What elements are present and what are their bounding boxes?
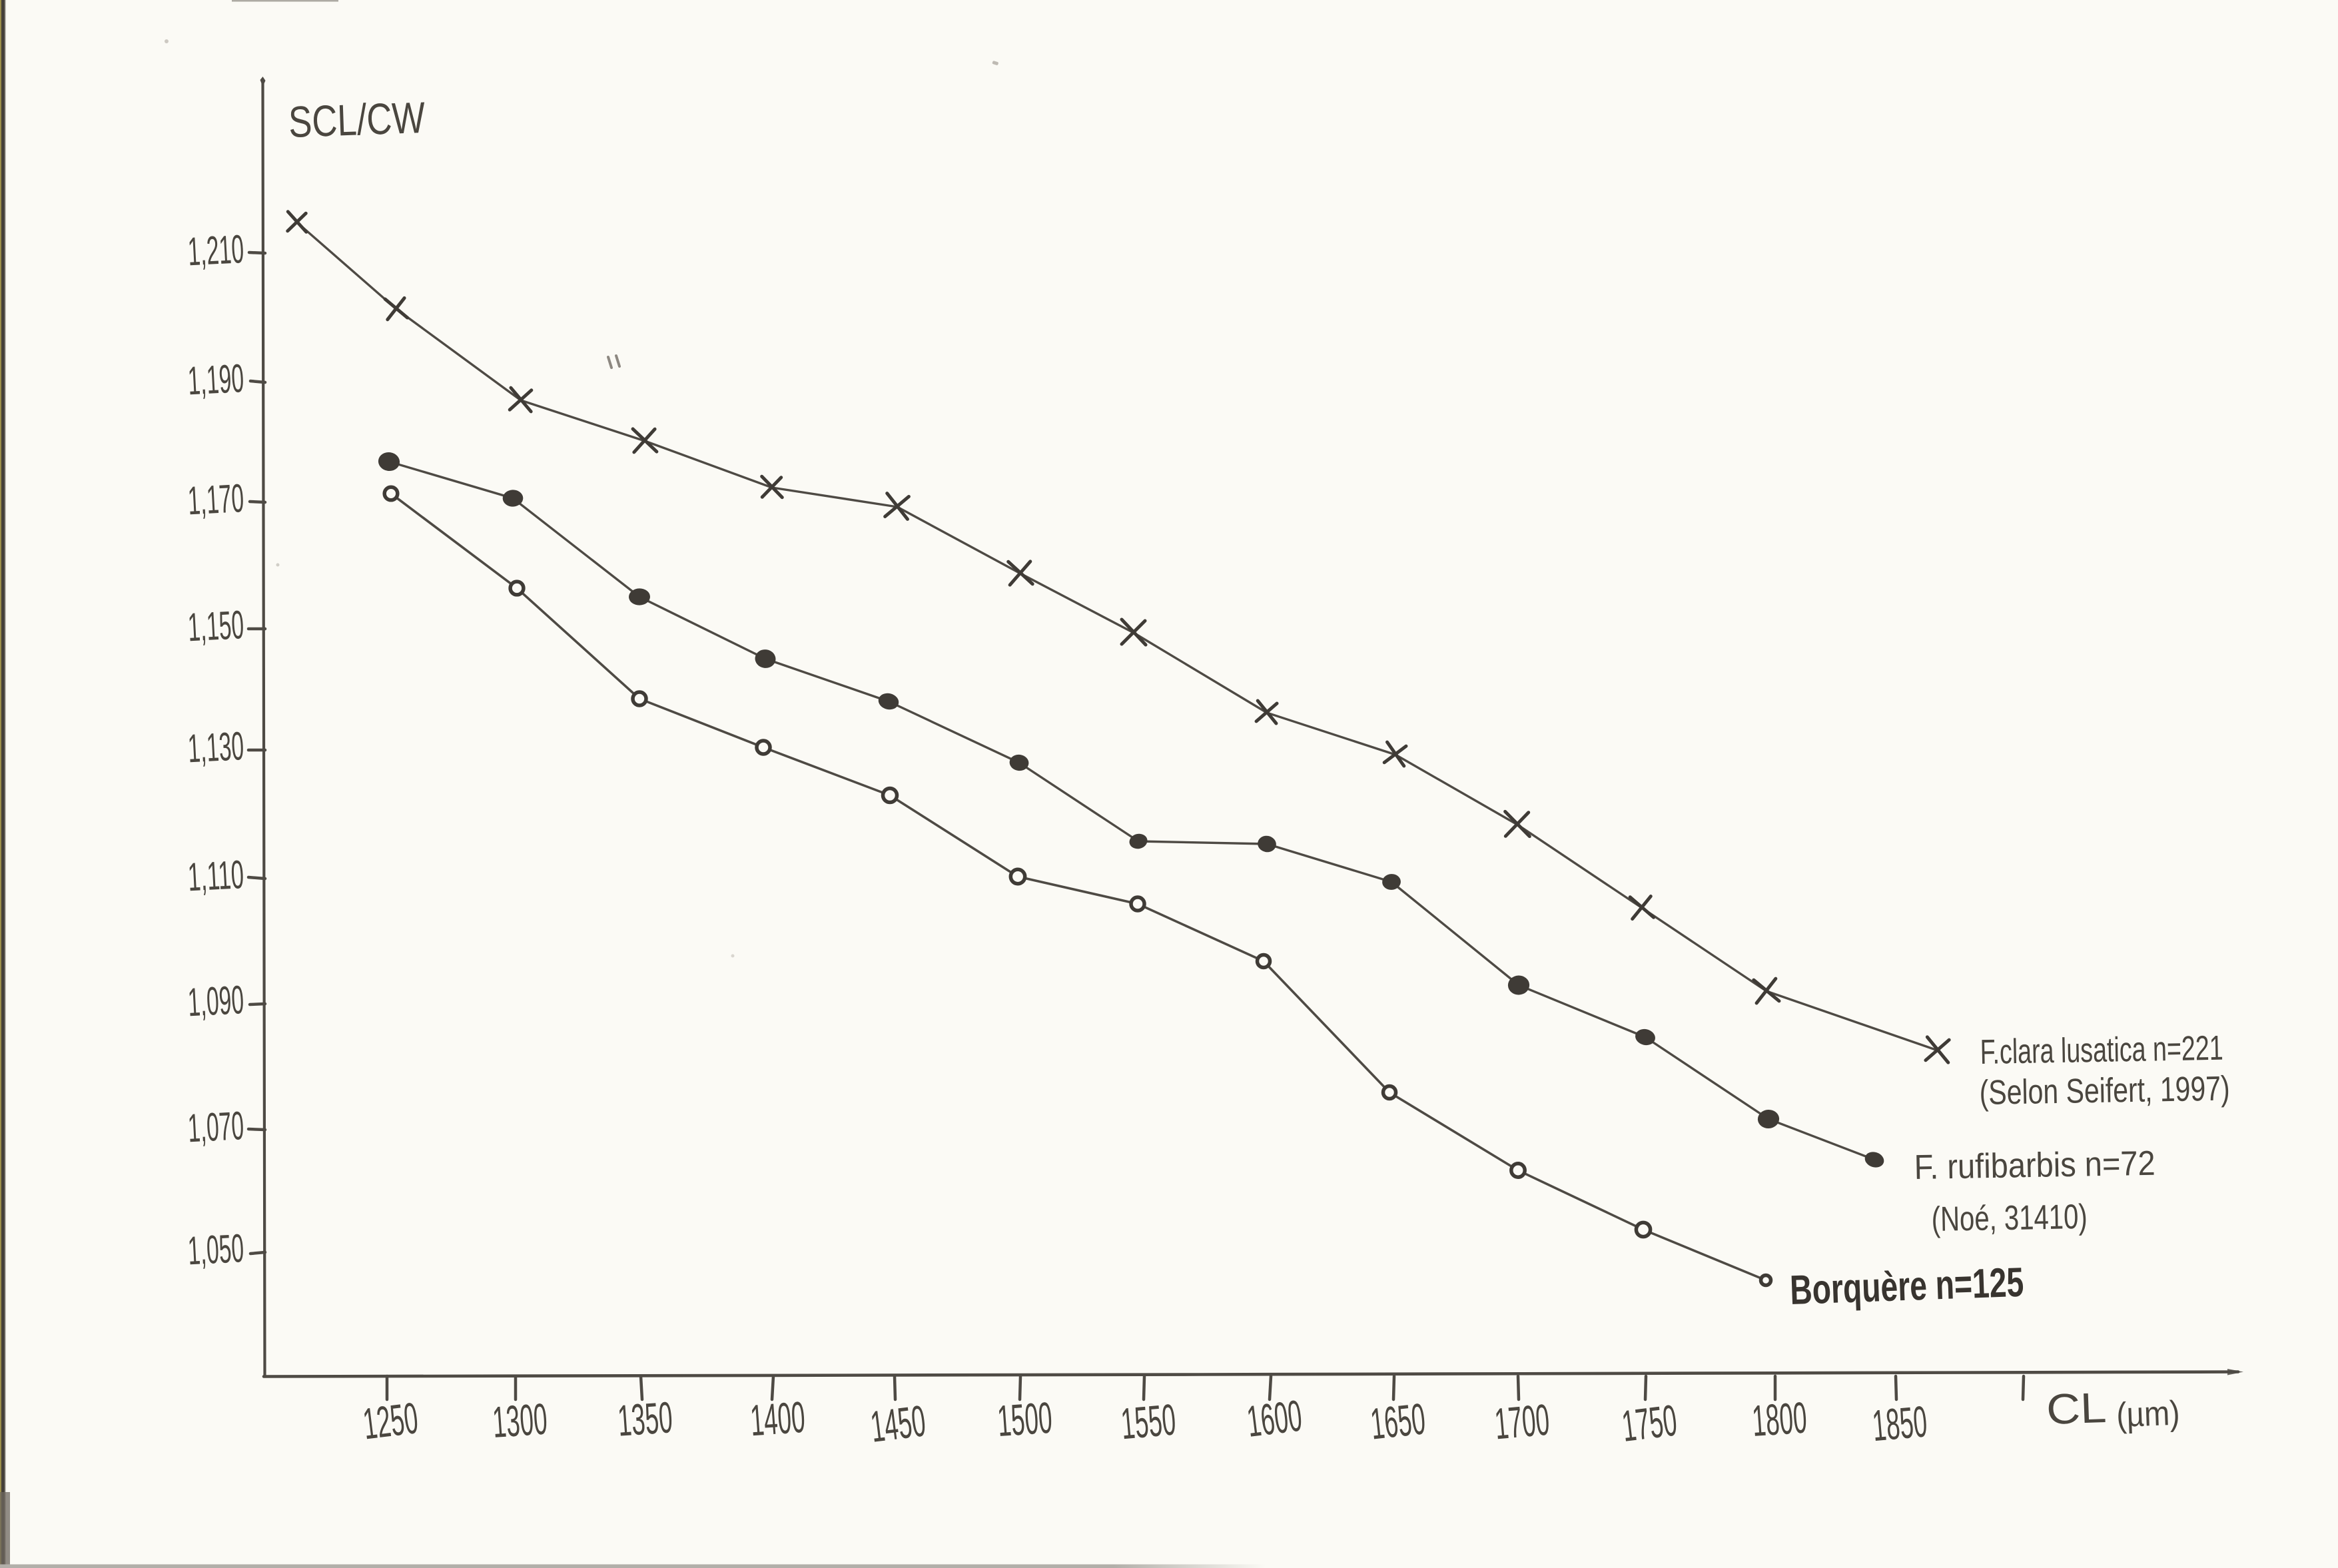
svg-text:(Selon Seifert, 1997): (Selon Seifert, 1997) [1979, 1069, 2230, 1112]
svg-text:1,170: 1,170 [187, 476, 244, 523]
svg-text:1,050: 1,050 [187, 1226, 244, 1273]
svg-text:F.clara lusatica n=221: F.clara lusatica n=221 [1980, 1029, 2223, 1072]
svg-text:1450: 1450 [868, 1395, 928, 1451]
svg-text:1,090: 1,090 [187, 977, 244, 1024]
svg-text:1,210: 1,210 [187, 226, 244, 274]
svg-text:1,130: 1,130 [187, 723, 244, 771]
svg-text:F. rufibarbis n=72: F. rufibarbis n=72 [1914, 1144, 2155, 1187]
svg-text:1,070: 1,070 [187, 1103, 244, 1150]
svg-text:(Noé, 31410): (Noé, 31410) [1931, 1198, 2088, 1239]
svg-text:(µm): (µm) [2116, 1394, 2180, 1435]
svg-text:1,150: 1,150 [187, 602, 244, 649]
svg-text:1650: 1650 [1368, 1393, 1427, 1448]
svg-text:1500: 1500 [996, 1393, 1054, 1446]
svg-text:1300: 1300 [491, 1393, 549, 1447]
svg-text:SCL/CW: SCL/CW [288, 93, 426, 147]
svg-text:1400: 1400 [749, 1392, 807, 1445]
svg-text:1,110: 1,110 [187, 852, 244, 899]
svg-text:1800: 1800 [1751, 1392, 1808, 1445]
svg-text:1350: 1350 [616, 1392, 674, 1445]
svg-text:CL: CL [2046, 1383, 2107, 1433]
svg-text:1550: 1550 [1119, 1394, 1178, 1448]
svg-text:1700: 1700 [1493, 1395, 1551, 1449]
svg-text:1750: 1750 [1619, 1395, 1679, 1450]
svg-text:1850: 1850 [1870, 1396, 1929, 1450]
svg-text:1250: 1250 [360, 1393, 420, 1448]
svg-text:1600: 1600 [1244, 1390, 1304, 1445]
svg-text:Borquère n=125: Borquère n=125 [1789, 1260, 2024, 1314]
svg-text:1,190: 1,190 [187, 356, 244, 403]
